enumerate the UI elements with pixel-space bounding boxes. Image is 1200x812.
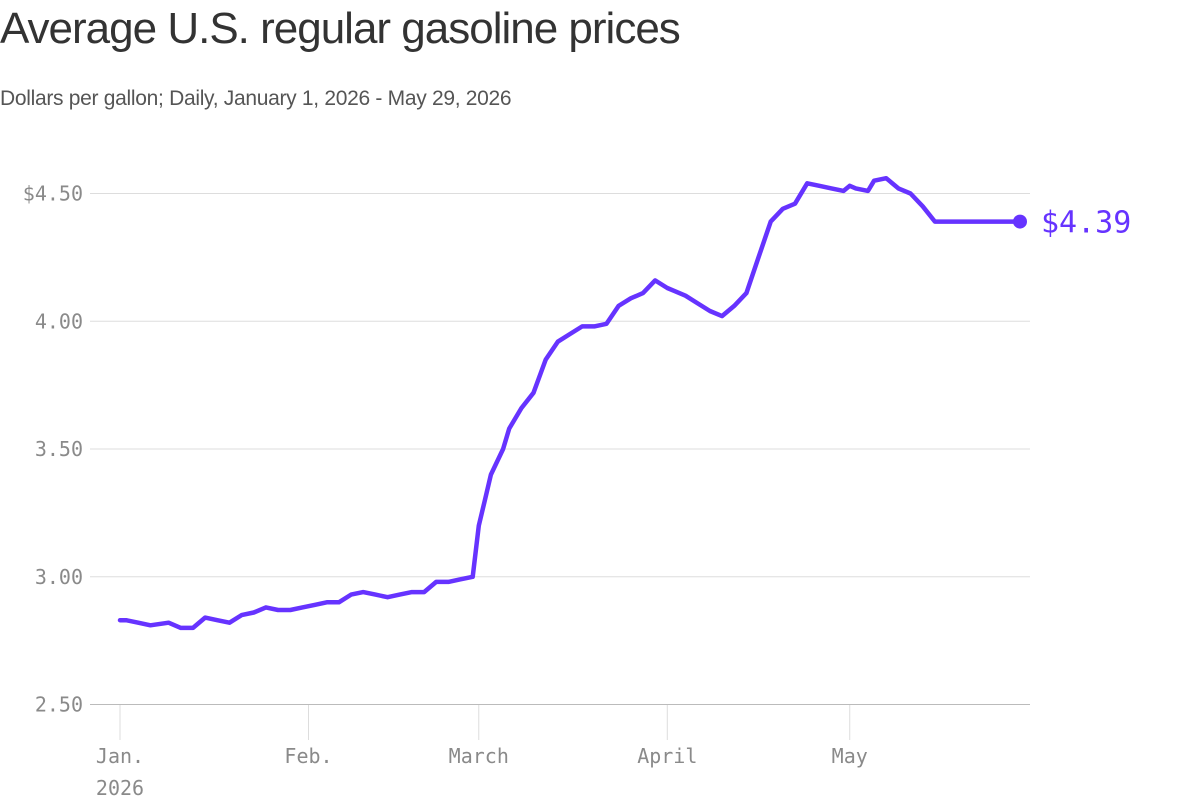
y-tick-label: $4.50 [23,182,83,206]
chart-title: Average U.S. regular gasoline prices [0,4,681,53]
chart-subtitle: Dollars per gallon; Daily, January 1, 20… [0,87,512,110]
x-tick-sublabel: 2026 [96,776,144,800]
series-layer: $4.39 [117,175,1131,631]
y-tick-label: 4.00 [35,309,83,333]
series-line [117,175,1023,631]
x-tick-label: April [637,744,697,768]
x-tick-label: Jan. [96,744,144,768]
x-tick-label: May [832,744,868,768]
x-tick-label: Feb. [284,744,332,768]
y-tick-label: 2.50 [35,693,83,717]
end-value-label: $4.39 [1041,206,1131,241]
y-tick-label: 3.00 [35,565,83,589]
x-axis: Jan. 2026 Feb. March April May [96,705,868,800]
x-tick-label: March [449,744,509,768]
y-tick-label: 3.50 [35,437,83,461]
gridlines: $4.50 4.00 3.50 3.00 2.50 [23,182,1030,717]
end-point [1013,214,1027,229]
